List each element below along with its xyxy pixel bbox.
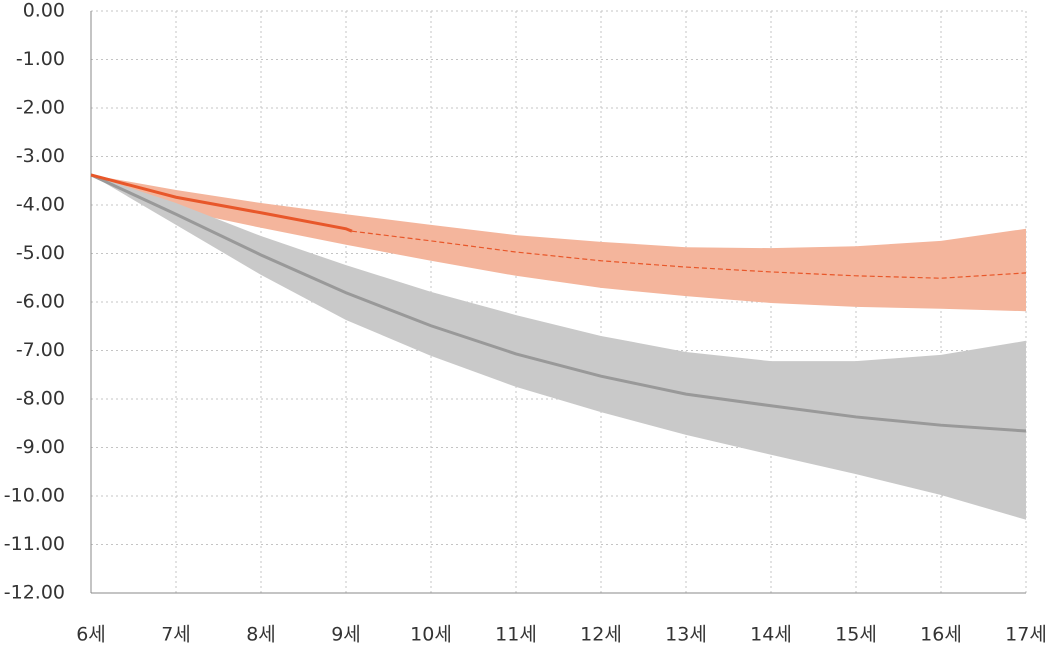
y-tick-label: -10.00 [4, 485, 65, 507]
y-tick-label: -2.00 [16, 97, 65, 119]
x-tick-label: 17세 [1005, 624, 1047, 646]
y-tick-label: 0.00 [23, 0, 65, 22]
y-tick-label: -1.00 [16, 48, 65, 70]
y-tick-label: -5.00 [16, 242, 65, 264]
x-tick-label: 6세 [76, 624, 106, 646]
x-tick-label: 16세 [920, 624, 962, 646]
line [90, 173, 1027, 433]
y-tick-label: -7.00 [16, 339, 65, 361]
y-tick-label: -3.00 [16, 145, 65, 167]
y-tick-label: -9.00 [16, 436, 65, 458]
x-tick-label: 8세 [246, 624, 276, 646]
x-tick-label: 12세 [580, 624, 622, 646]
x-tick-label: 10세 [410, 624, 452, 646]
y-tick-label: -8.00 [16, 388, 65, 410]
confidence-band [91, 174, 1026, 520]
x-tick-label: 11세 [495, 624, 537, 646]
x-tick-label: 9세 [331, 624, 361, 646]
x-tick-label: 7세 [161, 624, 191, 646]
y-tick-label: -12.00 [4, 582, 65, 604]
x-tick-label: 15세 [835, 624, 877, 646]
x-tick-label: 14세 [750, 624, 792, 646]
y-tick-label: -6.00 [16, 291, 65, 313]
x-tick-label: 13세 [665, 624, 707, 646]
confidence-band [91, 174, 1026, 312]
y-tick-label: -11.00 [4, 533, 65, 555]
y-tick-label: -4.00 [16, 194, 65, 216]
line [90, 173, 353, 233]
line [351, 230, 1027, 279]
